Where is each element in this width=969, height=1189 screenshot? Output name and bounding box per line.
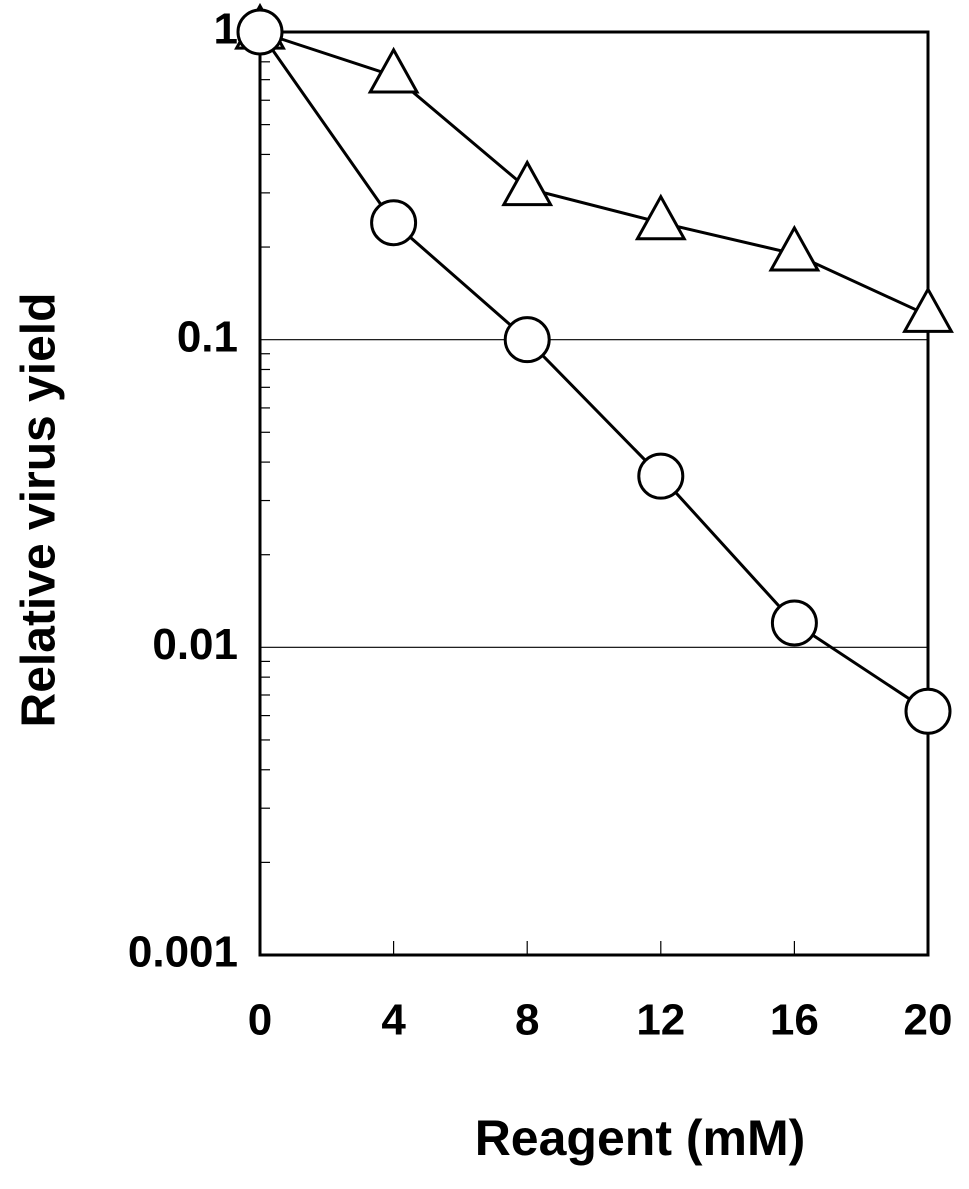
- y-tick-label: 0.001: [128, 928, 238, 977]
- circle-marker: [236, 8, 284, 56]
- circle-marker: [770, 599, 818, 647]
- circle-marker: [503, 316, 551, 364]
- triangle-marker: [501, 159, 554, 207]
- triangle-marker: [367, 46, 420, 94]
- circle-marker: [904, 687, 952, 735]
- y-tick-label: 0.1: [177, 312, 238, 361]
- series-line: [259, 30, 929, 317]
- plot-frame: [258, 30, 930, 957]
- x-tick-label: 20: [904, 996, 953, 1045]
- y-tick-label: 0.01: [152, 620, 238, 669]
- x-tick-label: 0: [248, 996, 272, 1045]
- x-tick-label: 4: [381, 996, 406, 1045]
- circle-marker: [370, 199, 418, 247]
- triangle-marker: [634, 193, 687, 241]
- series-line: [258, 31, 929, 713]
- triangle-marker: [768, 224, 821, 272]
- x-axis-label: Reagent (mM): [475, 1110, 806, 1166]
- x-tick-label: 12: [636, 996, 685, 1045]
- y-tick-label: 1: [214, 5, 238, 54]
- x-tick-label: 8: [515, 996, 539, 1045]
- y-axis-label: Relative virus yield: [13, 293, 66, 728]
- x-tick-label: 16: [770, 996, 819, 1045]
- triangle-marker: [902, 286, 954, 333]
- circle-marker: [637, 452, 685, 500]
